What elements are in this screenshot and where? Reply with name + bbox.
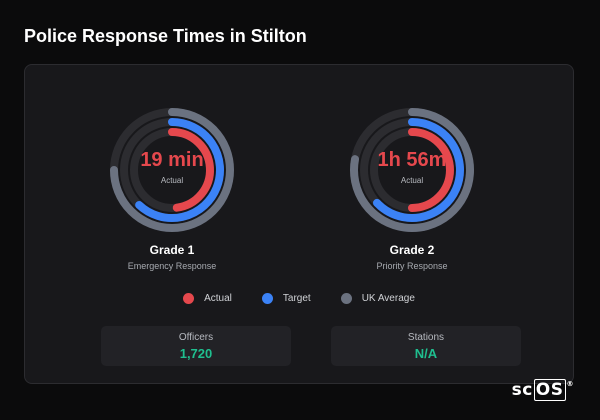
legend-target-label: Target xyxy=(282,293,311,304)
scos-logo: sc OS ® xyxy=(511,379,574,401)
response-times-panel: 19 min Actual Grade 1 Emergency Response… xyxy=(24,64,574,384)
logo-prefix: sc xyxy=(511,380,533,400)
legend-item-actual: Actual xyxy=(183,293,232,304)
stations-value: N/A xyxy=(414,346,438,361)
grade-2-ring-chart xyxy=(350,108,474,232)
grade-2-actual-label: Actual xyxy=(400,176,424,185)
legend-item-target: Target xyxy=(261,293,311,304)
legend-item-uk-average: UK Average xyxy=(340,293,415,304)
logo-mark: ® xyxy=(566,380,574,388)
officers-value: 1,720 xyxy=(179,346,213,361)
grade-1-subtitle: Emergency Response xyxy=(127,261,217,271)
gauge-grade-2: 1h 56m Actual Grade 2 Priority Response xyxy=(347,105,477,271)
page-title: Police Response Times in Stilton xyxy=(24,26,307,46)
grade-1-actual-value: 19 min xyxy=(140,149,204,171)
grade-2-subtitle: Priority Response xyxy=(376,261,448,271)
ring-arc-actual xyxy=(168,128,214,212)
logo-box: OS xyxy=(533,379,566,401)
ring-arc-target xyxy=(373,118,464,222)
officers-label: Officers xyxy=(178,332,214,343)
ring-arc-uk-average xyxy=(350,108,474,232)
legend-actual-label: Actual xyxy=(204,293,232,304)
grade-1-title: Grade 1 xyxy=(149,243,195,257)
chart-legend: Actual Target UK Average xyxy=(25,293,573,304)
grade-1-actual-label: Actual xyxy=(160,176,184,185)
legend-target-swatch xyxy=(261,293,273,304)
gauge-grade-1: 19 min Actual Grade 1 Emergency Response xyxy=(107,105,237,271)
legend-uk-average-label: UK Average xyxy=(361,293,415,304)
stations-stat-card: Stations N/A xyxy=(331,326,521,366)
legend-actual-swatch xyxy=(183,293,195,304)
grade-2-actual-value: 1h 56m xyxy=(377,149,447,171)
officers-stat-card: Officers 1,720 xyxy=(101,326,291,366)
stations-label: Stations xyxy=(407,332,445,343)
ring-arc-actual xyxy=(408,128,454,212)
grade-2-title: Grade 2 xyxy=(389,243,435,257)
grade-1-ring-chart xyxy=(110,108,234,232)
ring-arc-target xyxy=(135,118,224,222)
legend-uk-average-swatch xyxy=(340,293,352,304)
ring-arc-uk-average xyxy=(110,108,234,232)
